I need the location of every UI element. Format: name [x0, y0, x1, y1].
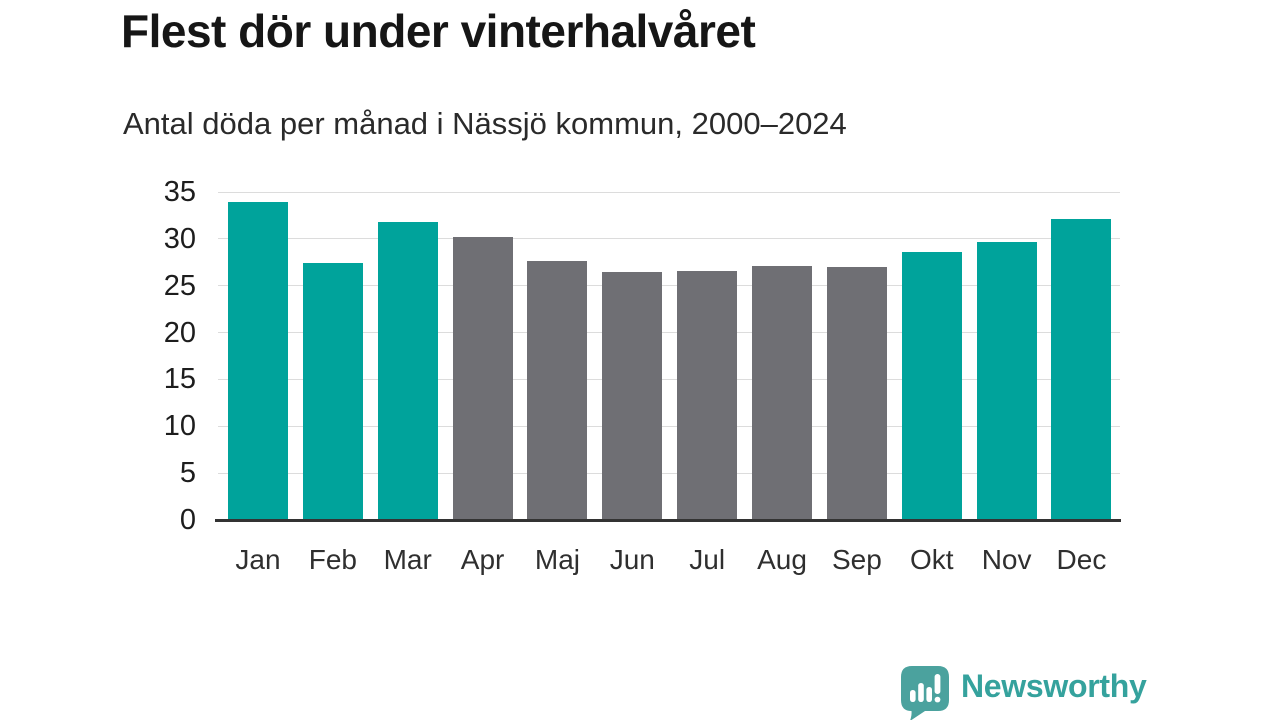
x-axis-tick-label-jul: Jul	[689, 544, 726, 575]
bar-chart-plot-area: 0 5 10 15 20 25 30 35 Jan Feb Mar Apr Maj Jun Jul Aug Se…	[164, 177, 1121, 575]
y-axis-tick-label: 15	[163, 363, 196, 396]
brand-footer: Newsworthy	[901, 666, 1147, 720]
x-axis-tick-label-maj: Maj	[534, 544, 580, 575]
gridline-y-10	[218, 425, 1120, 427]
x-axis-tick-label-jun: Jun	[609, 544, 655, 575]
x-axis-baseline	[215, 519, 1121, 522]
bar-maj	[527, 261, 588, 519]
bar-mar	[377, 221, 438, 519]
y-axis-tick-label: 10	[163, 410, 196, 443]
x-axis-tick-label-apr: Apr	[460, 544, 505, 575]
gridline-y-15	[218, 378, 1120, 380]
x-axis-tick-label-jan: Jan	[235, 544, 281, 575]
gridline-y-5	[218, 472, 1120, 474]
y-axis-tick-label: 25	[163, 269, 196, 302]
x-axis-tick-label-mar: Mar	[383, 544, 432, 575]
chart-subtitle: Antal döda per månad i Nässjö kommun, 20…	[123, 106, 847, 141]
brand-name: Newsworthy	[961, 668, 1147, 704]
bar-dec	[1051, 219, 1112, 519]
bar-jul	[677, 270, 738, 519]
page-title: Flest dör under vinterhalvåret	[121, 5, 756, 57]
x-axis-tick-label-sep: Sep	[831, 544, 882, 575]
y-axis-tick-label: 5	[179, 457, 196, 490]
bar-sep	[826, 266, 887, 519]
x-axis-tick-label-aug: Aug	[757, 544, 807, 575]
y-axis-tick-label: 0	[179, 504, 196, 536]
bar-jun	[602, 271, 663, 519]
gridline-y-35	[218, 191, 1120, 193]
gridline-y-30	[218, 238, 1120, 240]
x-axis-tick-label-okt: Okt	[909, 544, 954, 575]
newsworthy-logo-icon	[901, 666, 949, 720]
x-axis-tick-label-nov: Nov	[981, 544, 1032, 575]
y-axis-tick-label: 35	[163, 176, 196, 208]
x-axis-tick-label-feb: Feb	[308, 544, 357, 575]
y-axis-tick-label: 20	[163, 316, 196, 349]
bar-okt	[901, 251, 962, 519]
y-axis-tick-label: 30	[163, 222, 196, 255]
x-axis-tick-label-dec: Dec	[1056, 544, 1107, 575]
bar-feb	[302, 263, 363, 519]
gridline-y-20	[218, 332, 1120, 334]
bar-jan	[228, 202, 288, 519]
bar-apr	[452, 236, 513, 519]
bar-nov	[976, 241, 1037, 519]
bar-aug	[752, 265, 813, 519]
gridline-y-25	[218, 285, 1120, 287]
